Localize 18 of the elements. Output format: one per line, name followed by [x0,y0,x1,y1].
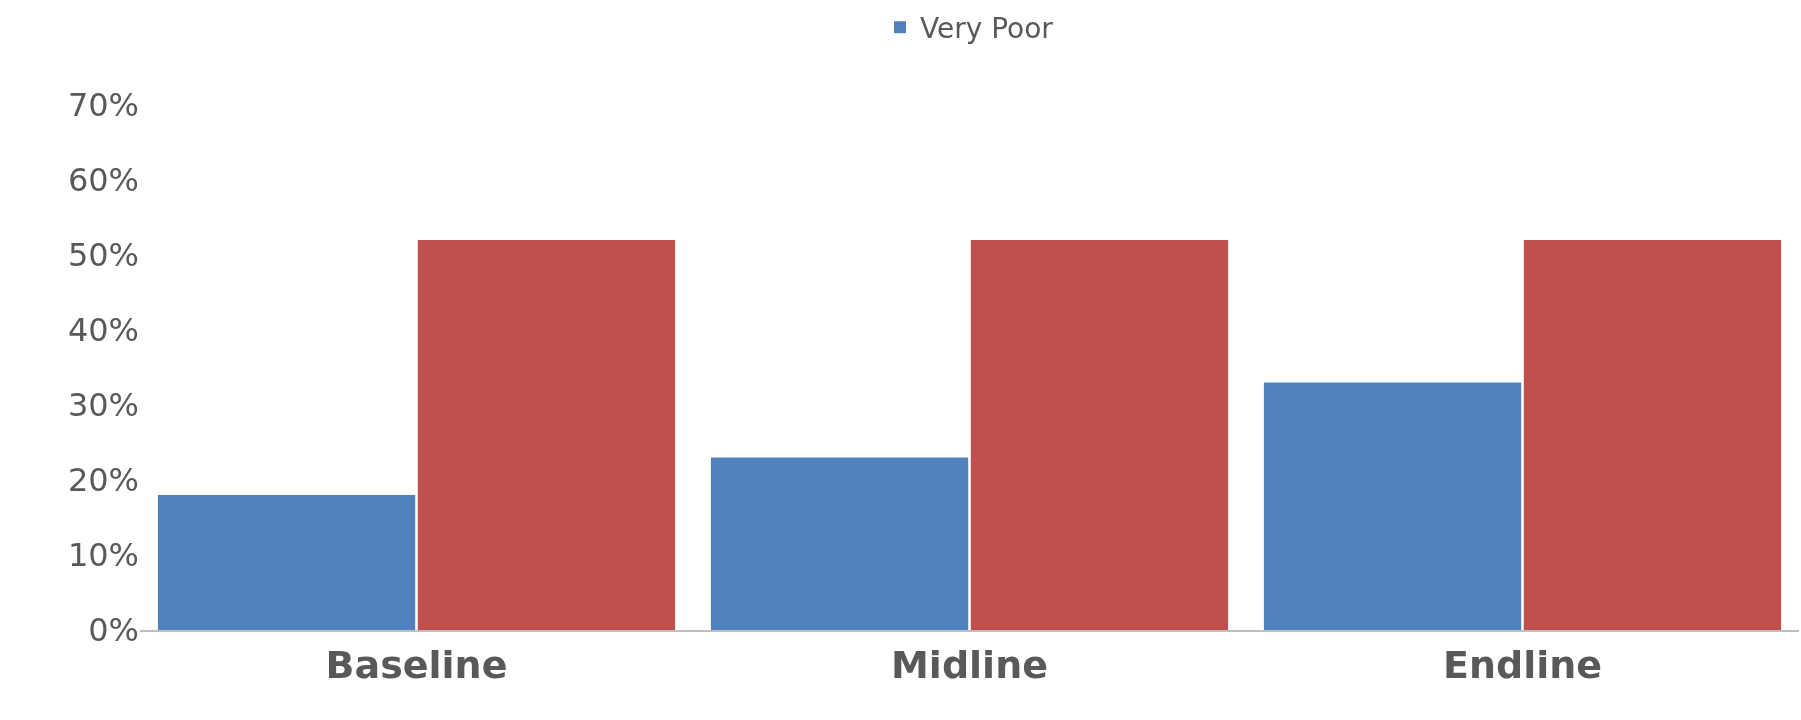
y-tick-label: 60% [67,161,139,200]
y-tick-label: 0% [88,611,139,650]
y-tick-label: 30% [67,386,139,425]
legend-label: Very Poor [920,12,1054,46]
bar [1523,240,1782,630]
x-tick-label: Baseline [325,642,508,687]
bar [157,495,416,630]
bar [1263,382,1522,630]
y-tick-label: 50% [67,236,139,275]
bar [970,240,1229,630]
y-tick-label: 20% [67,461,139,500]
x-tick-label: Endline [1442,642,1603,687]
y-tick-label: 10% [67,536,139,575]
bar [710,457,969,630]
x-tick-label: Midline [891,642,1048,687]
y-tick-label: 40% [67,311,139,350]
y-tick-label: 70% [67,86,139,125]
bar [417,240,676,630]
